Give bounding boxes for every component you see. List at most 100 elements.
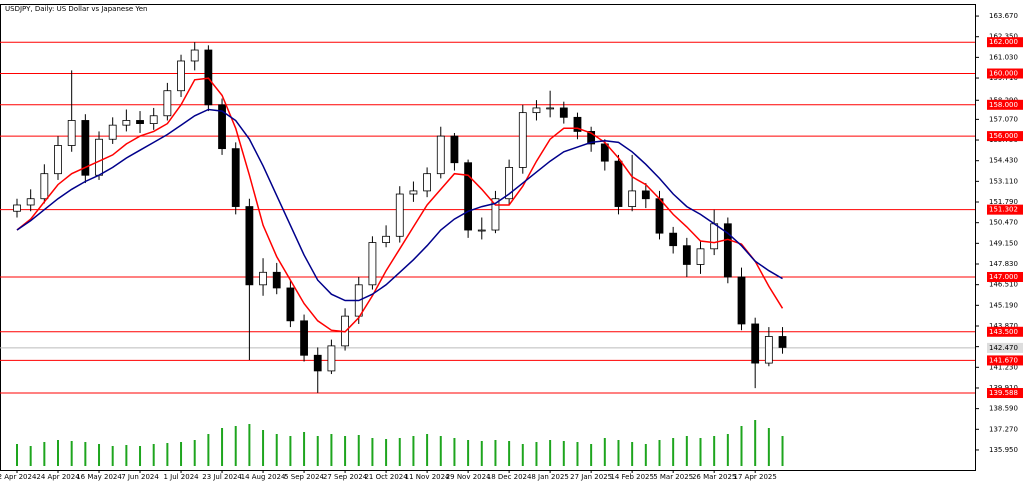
level-label-box xyxy=(987,68,1023,79)
candle-body xyxy=(628,190,637,207)
candle-body xyxy=(587,131,596,145)
level-label-box xyxy=(987,37,1023,48)
candle-body xyxy=(13,204,21,212)
level-label: 147.000 xyxy=(989,273,1018,281)
candle-body xyxy=(450,135,459,164)
y-tick-label: 143.870 xyxy=(989,322,1018,330)
x-tick-label: 26 Mar 2025 xyxy=(692,473,736,481)
candle-body xyxy=(409,190,418,195)
x-tick-label: 11 Nov 2024 xyxy=(405,473,450,481)
candle-body xyxy=(696,248,705,265)
candle-body xyxy=(204,49,213,106)
x-tick-label: 24 Apr 2024 xyxy=(36,473,80,481)
candle-body xyxy=(464,162,473,231)
candle-body xyxy=(40,173,49,200)
candle-body xyxy=(122,120,131,126)
candle-body xyxy=(723,223,732,278)
x-tick-label: 1 Jul 2024 xyxy=(163,473,199,481)
x-tick-label: 8 Jan 2025 xyxy=(531,473,569,481)
y-tick-label: 151.790 xyxy=(989,198,1018,206)
candle-body xyxy=(436,135,445,175)
x-tick-label: 27 Jan 2025 xyxy=(570,473,612,481)
candle-body xyxy=(423,173,432,192)
candle-body xyxy=(327,345,336,372)
candle-body xyxy=(136,120,144,124)
candle-body xyxy=(682,245,691,265)
candle-body xyxy=(518,112,527,168)
moving-average-line xyxy=(16,108,783,302)
candle-body xyxy=(751,323,760,364)
y-tick-label: 162.350 xyxy=(989,33,1018,41)
level-label-box xyxy=(987,271,1023,282)
x-tick-label: 17 Apr 2025 xyxy=(734,473,777,481)
candle-body xyxy=(669,232,678,247)
candle-body xyxy=(764,336,773,364)
candle-body xyxy=(67,120,76,146)
candle-body xyxy=(190,49,199,62)
level-label-box xyxy=(987,388,1023,399)
level-label: 156.000 xyxy=(989,132,1018,140)
x-tick-label: 14 Aug 2024 xyxy=(241,473,286,481)
x-tick-label: 29 Nov 2024 xyxy=(446,473,491,481)
candle-body xyxy=(505,167,514,200)
level-label: 141.670 xyxy=(989,356,1018,364)
x-tick-label: 5 Sep 2024 xyxy=(284,473,324,481)
candle-body xyxy=(81,120,90,176)
candle-body xyxy=(710,223,719,250)
chart-title: USDJPY, Daily: US Dollar vs Japanese Yen xyxy=(5,5,147,13)
candle-body xyxy=(600,143,609,162)
candle-body xyxy=(163,90,172,117)
x-tick-label: 2 Apr 2024 xyxy=(0,473,37,481)
candle-body xyxy=(395,193,404,237)
y-tick-label: 146.510 xyxy=(989,281,1018,289)
plot-frame xyxy=(0,4,976,471)
candle-body xyxy=(177,60,185,92)
candle-body xyxy=(546,107,555,110)
last-price-box xyxy=(987,342,1023,353)
level-label-box xyxy=(987,204,1023,215)
y-tick-label: 137.270 xyxy=(989,425,1018,433)
level-label-box xyxy=(987,355,1023,366)
candle-body xyxy=(54,145,62,175)
x-tick-label: 16 May 2024 xyxy=(76,473,122,481)
y-tick-label: 139.910 xyxy=(989,384,1018,392)
y-tick-label: 163.670 xyxy=(989,12,1018,20)
y-tick-label: 154.430 xyxy=(989,157,1018,165)
level-label: 162.000 xyxy=(989,38,1018,46)
x-tick-label: 27 Sep 2024 xyxy=(323,473,368,481)
candle-body xyxy=(641,190,650,200)
candle-body xyxy=(313,354,322,372)
level-label: 139.588 xyxy=(989,389,1018,397)
level-label-box xyxy=(987,131,1023,142)
x-tick-label: 14 Feb 2025 xyxy=(610,473,654,481)
level-label-box xyxy=(987,99,1023,110)
x-tick-label: 5 Mar 2025 xyxy=(653,473,693,481)
candle-body xyxy=(245,206,254,286)
x-tick-label: 23 Jul 2024 xyxy=(202,473,242,481)
y-tick-label: 161.030 xyxy=(989,53,1018,61)
candle-body xyxy=(231,148,240,207)
y-tick-label: 157.070 xyxy=(989,115,1018,123)
candle-body xyxy=(778,336,787,348)
y-tick-label: 141.230 xyxy=(989,363,1018,371)
candle-body xyxy=(573,116,582,132)
x-tick-label: 7 Jun 2024 xyxy=(121,473,159,481)
candle-body xyxy=(737,276,746,325)
level-label: 143.500 xyxy=(989,328,1018,336)
candle-body xyxy=(286,287,295,322)
y-tick-label: 145.190 xyxy=(989,301,1018,309)
y-tick-label: 149.150 xyxy=(989,239,1018,247)
last-price-label: 142.470 xyxy=(989,344,1018,352)
candle-body xyxy=(218,104,226,150)
candle-body xyxy=(491,198,500,231)
candle-body xyxy=(368,242,377,286)
candle-body xyxy=(477,229,486,232)
level-label: 151.302 xyxy=(989,206,1018,214)
x-tick-label: 21 Oct 2024 xyxy=(364,473,408,481)
x-tick-label: 18 Dec 2024 xyxy=(487,473,532,481)
candle-body xyxy=(300,320,308,356)
candle-body xyxy=(108,124,117,140)
candle-body xyxy=(26,198,35,206)
